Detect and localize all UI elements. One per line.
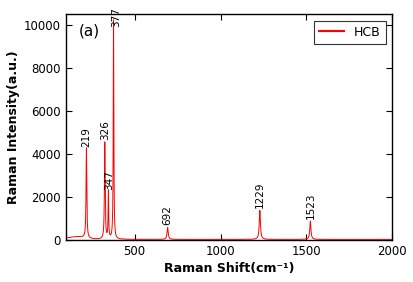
- Text: 219: 219: [81, 127, 91, 147]
- X-axis label: Raman Shift(cm⁻¹): Raman Shift(cm⁻¹): [164, 262, 294, 275]
- Legend: HCB: HCB: [313, 21, 385, 44]
- Text: 692: 692: [162, 205, 172, 225]
- Text: 377: 377: [111, 7, 121, 27]
- Text: (a): (a): [79, 23, 100, 38]
- Text: 1523: 1523: [305, 192, 315, 219]
- Text: 326: 326: [100, 120, 109, 140]
- Text: 1229: 1229: [254, 181, 264, 208]
- Text: 347: 347: [104, 170, 114, 190]
- Y-axis label: Raman Intensity(a.u.): Raman Intensity(a.u.): [7, 50, 20, 204]
